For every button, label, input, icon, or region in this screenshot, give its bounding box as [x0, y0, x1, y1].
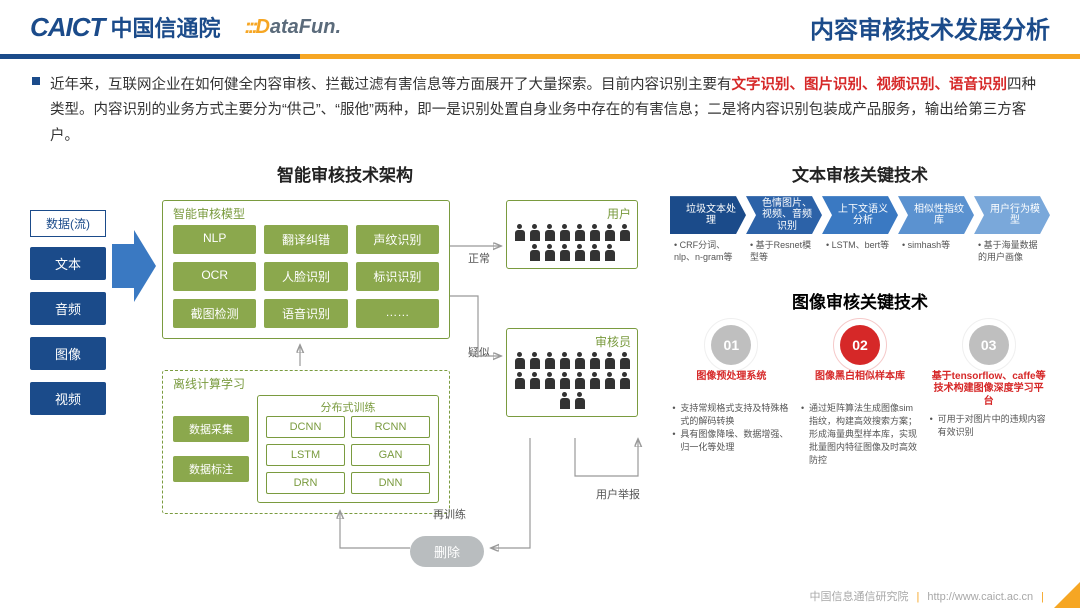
- person-icon: [589, 244, 601, 262]
- image-step: 03基于tensorflow、caffe等技术构建图像深度学习平台可用于对图片中…: [930, 325, 1048, 467]
- model-chip: 语音识别: [264, 299, 347, 328]
- person-icon: [574, 244, 586, 262]
- page-title: 内容审核技术发展分析: [810, 10, 1050, 45]
- image-steps: 01图像预处理系统支持常规格式支持及特殊格式的解码转换具有图像降噪、数据增强、归…: [670, 325, 1050, 467]
- train-chip: RCNN: [351, 416, 430, 438]
- logo-caict: CAICT: [30, 12, 104, 43]
- train-chip: LSTM: [266, 444, 345, 466]
- person-icon: [619, 372, 631, 390]
- person-icon: [529, 352, 541, 370]
- data-column: 数据(流) 文本音频图像视频: [30, 210, 106, 427]
- person-icon: [514, 224, 526, 242]
- flow-step: 用户行为模型: [974, 196, 1050, 234]
- person-icon: [559, 392, 571, 410]
- model-chip: 标识识别: [356, 262, 439, 291]
- offline-chip: 数据标注: [173, 456, 249, 482]
- person-icon: [589, 352, 601, 370]
- flow-sub: 基于Resnet模型等: [746, 238, 822, 265]
- arch-title: 智能审核技术架构: [30, 161, 660, 186]
- architecture-diagram: 数据(流) 文本音频图像视频 智能审核模型 NLP翻译纠错声纹识别OCR人脸识别…: [30, 196, 660, 576]
- model-box: 智能审核模型 NLP翻译纠错声纹识别OCR人脸识别标识识别截图检测语音识别……: [162, 200, 450, 339]
- text-tech-title: 文本审核关键技术: [670, 161, 1050, 186]
- model-chip: NLP: [173, 225, 256, 254]
- header: CAICT 中国信通院 :::DataFun. 内容审核技术发展分析: [0, 0, 1080, 54]
- person-icon: [574, 352, 586, 370]
- person-icon: [559, 352, 571, 370]
- person-icon: [559, 372, 571, 390]
- data-head: 数据(流): [30, 210, 106, 237]
- person-icon: [619, 224, 631, 242]
- user-box: 用户: [506, 200, 638, 269]
- data-type: 视频: [30, 382, 106, 415]
- flow-step: 相似性指纹库: [898, 196, 974, 234]
- label-retrain: 再训练: [433, 506, 466, 522]
- logo-caict-cn: 中国信通院: [110, 11, 220, 43]
- data-type: 音频: [30, 292, 106, 325]
- label-report: 用户举报: [596, 486, 640, 502]
- person-icon: [604, 372, 616, 390]
- image-step: 01图像预处理系统支持常规格式支持及特殊格式的解码转换具有图像降噪、数据增强、归…: [672, 325, 790, 467]
- flow-step: 垃圾文本处理: [670, 196, 746, 234]
- person-icon: [559, 224, 571, 242]
- model-chip: 人脸识别: [264, 262, 347, 291]
- train-chip: DRN: [266, 472, 345, 494]
- model-chip: 截图检测: [173, 299, 256, 328]
- person-icon: [514, 352, 526, 370]
- footer: 中国信息通信研究院|http://www.caict.ac.cn|: [810, 588, 1052, 604]
- person-icon: [559, 244, 571, 262]
- person-icon: [514, 372, 526, 390]
- person-icon: [604, 352, 616, 370]
- train-chip: GAN: [351, 444, 430, 466]
- train-chip: DNN: [351, 472, 430, 494]
- model-chip: 翻译纠错: [264, 225, 347, 254]
- person-icon: [544, 244, 556, 262]
- label-doubt: 疑似: [468, 344, 490, 360]
- model-chip: ……: [356, 299, 439, 328]
- person-icon: [574, 392, 586, 410]
- auditor-box: 审核员: [506, 328, 638, 417]
- label-normal: 正常: [468, 250, 490, 266]
- model-chip: OCR: [173, 262, 256, 291]
- logo-datafun: :::DataFun.: [244, 16, 341, 39]
- offline-chip: 数据采集: [173, 416, 249, 442]
- offline-box: 离线计算学习 数据采集数据标注 分布式训练 DCNNRCNNLSTMGANDRN…: [162, 370, 450, 514]
- flow-sub: simhash等: [898, 238, 974, 265]
- flow-step: 上下文语义分析: [822, 196, 898, 234]
- delete-pill: 删除: [410, 536, 484, 567]
- person-icon: [604, 224, 616, 242]
- person-icon: [574, 224, 586, 242]
- data-type: 文本: [30, 247, 106, 280]
- person-icon: [544, 352, 556, 370]
- person-icon: [589, 372, 601, 390]
- image-step: 02图像黑白相似样本库通过矩阵算法生成图像sim指纹，构建高效搜索方案；形成海量…: [801, 325, 919, 467]
- bullet-icon: [32, 77, 40, 85]
- train-box: 分布式训练 DCNNRCNNLSTMGANDRNDNN: [257, 395, 439, 503]
- corner-triangle-icon: [1054, 582, 1080, 608]
- flow-sub: LSTM、bert等: [822, 238, 898, 265]
- flow-sub: 基于海量数据的用户画像: [974, 238, 1050, 265]
- text-flow-subs: CRF分词、nlp、n-gram等基于Resnet模型等LSTM、bert等si…: [670, 238, 1050, 265]
- train-chip: DCNN: [266, 416, 345, 438]
- person-icon: [604, 244, 616, 262]
- text-flow: 垃圾文本处理色情图片、视频、音频识别上下文语义分析相似性指纹库用户行为模型: [670, 196, 1050, 234]
- person-icon: [544, 224, 556, 242]
- image-tech-title: 图像审核关键技术: [670, 288, 1050, 313]
- model-chip: 声纹识别: [356, 225, 439, 254]
- flow-sub: CRF分词、nlp、n-gram等: [670, 238, 746, 265]
- person-icon: [619, 352, 631, 370]
- person-icon: [529, 244, 541, 262]
- data-type: 图像: [30, 337, 106, 370]
- person-icon: [574, 372, 586, 390]
- flow-step: 色情图片、视频、音频识别: [746, 196, 822, 234]
- person-icon: [529, 372, 541, 390]
- person-icon: [544, 372, 556, 390]
- person-icon: [529, 224, 541, 242]
- person-icon: [589, 224, 601, 242]
- intro-paragraph: 近年来，互联网企业在如何健全内容审核、拦截过滤有害信息等方面展开了大量探索。目前…: [0, 59, 1080, 157]
